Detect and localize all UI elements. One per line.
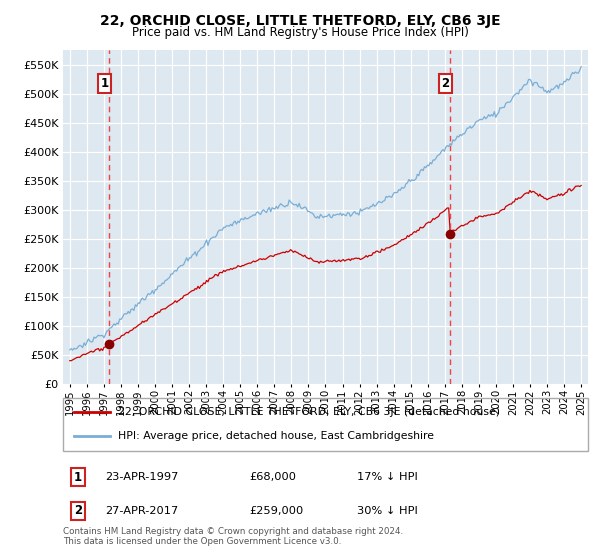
Text: 22, ORCHID CLOSE, LITTLE THETFORD, ELY, CB6 3JE (detached house): 22, ORCHID CLOSE, LITTLE THETFORD, ELY, … (118, 408, 500, 418)
Text: Contains HM Land Registry data © Crown copyright and database right 2024.
This d: Contains HM Land Registry data © Crown c… (63, 526, 403, 546)
Text: 17% ↓ HPI: 17% ↓ HPI (357, 472, 418, 482)
Text: 1: 1 (74, 470, 82, 484)
Text: 1: 1 (101, 77, 109, 90)
Text: HPI: Average price, detached house, East Cambridgeshire: HPI: Average price, detached house, East… (118, 431, 434, 441)
Text: 2: 2 (74, 504, 82, 517)
Text: 27-APR-2017: 27-APR-2017 (105, 506, 178, 516)
Text: Price paid vs. HM Land Registry's House Price Index (HPI): Price paid vs. HM Land Registry's House … (131, 26, 469, 39)
Text: £68,000: £68,000 (249, 472, 296, 482)
Text: 2: 2 (442, 77, 450, 90)
Text: 23-APR-1997: 23-APR-1997 (105, 472, 178, 482)
Text: 22, ORCHID CLOSE, LITTLE THETFORD, ELY, CB6 3JE: 22, ORCHID CLOSE, LITTLE THETFORD, ELY, … (100, 14, 500, 28)
Text: £259,000: £259,000 (249, 506, 303, 516)
Text: 30% ↓ HPI: 30% ↓ HPI (357, 506, 418, 516)
